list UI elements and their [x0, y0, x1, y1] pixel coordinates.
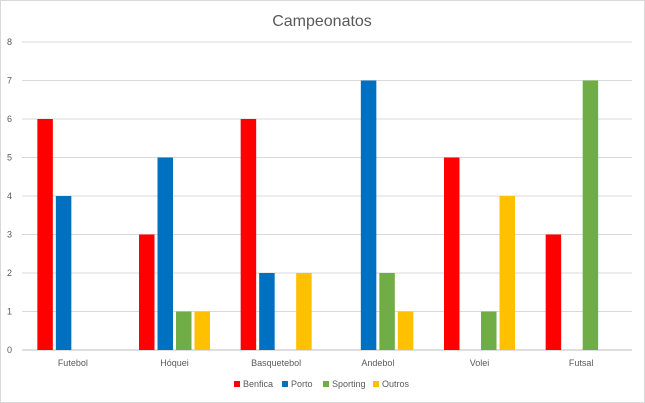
- legend-swatch-benfica: [234, 381, 240, 387]
- y-tick-label: 3: [7, 230, 12, 240]
- x-category-label: Futebol: [58, 358, 88, 368]
- bar-porto-0: [55, 196, 72, 350]
- bars: [37, 80, 599, 350]
- legend-swatch-sporting: [323, 381, 329, 387]
- bar-sporting-3: [379, 273, 395, 350]
- y-tick-label: 2: [7, 268, 12, 278]
- bar-benfica-4: [444, 157, 460, 350]
- bar-benfica-5: [545, 234, 562, 350]
- y-tick-label: 1: [7, 307, 12, 317]
- y-tick-label: 4: [7, 191, 12, 201]
- x-category-label: Volei: [470, 358, 490, 368]
- y-tick-label: 7: [7, 76, 12, 86]
- y-tick-label: 6: [7, 114, 12, 124]
- bar-outros-1: [194, 311, 210, 350]
- legend-label-porto: Porto: [291, 379, 313, 389]
- bar-sporting-1: [176, 311, 192, 350]
- bar-outros-3: [397, 311, 414, 350]
- x-category-label: Basquetebol: [251, 358, 301, 368]
- bar-sporting-5: [582, 80, 599, 350]
- bar-porto-1: [157, 157, 173, 350]
- bar-benfica-2: [240, 119, 257, 350]
- legend-label-benfica: Benfica: [243, 379, 273, 389]
- x-axis-category-labels: Futebol Hóquei Basquetebol Andebol Volei Futs…: [58, 358, 594, 368]
- x-category-label: Hóquei: [160, 358, 189, 368]
- legend-label-outros: Outros: [382, 379, 410, 389]
- bar-outros-2: [296, 273, 312, 350]
- bar-porto-3: [360, 80, 377, 350]
- chart-title: Campeonatos: [272, 13, 372, 30]
- bar-benfica-1: [139, 234, 155, 350]
- legend-label-sporting: Sporting: [332, 379, 366, 389]
- gridlines: [22, 41, 632, 351]
- legend-swatch-porto: [282, 381, 288, 387]
- x-category-label: Futsal: [569, 358, 594, 368]
- bar-sporting-4: [481, 311, 497, 350]
- bar-benfica-0: [37, 119, 53, 350]
- x-category-label: Andebol: [361, 358, 394, 368]
- y-tick-label: 0: [7, 345, 12, 355]
- y-tick-label: 8: [7, 37, 12, 47]
- y-axis-tick-labels: 0 1 2 3 4 5 6 7 8: [7, 37, 12, 355]
- legend: Benfica Porto Sporting Outros: [234, 379, 410, 389]
- bar-outros-4: [499, 196, 515, 350]
- bar-porto-2: [259, 273, 275, 350]
- y-tick-label: 5: [7, 153, 12, 163]
- legend-swatch-outros: [373, 381, 379, 387]
